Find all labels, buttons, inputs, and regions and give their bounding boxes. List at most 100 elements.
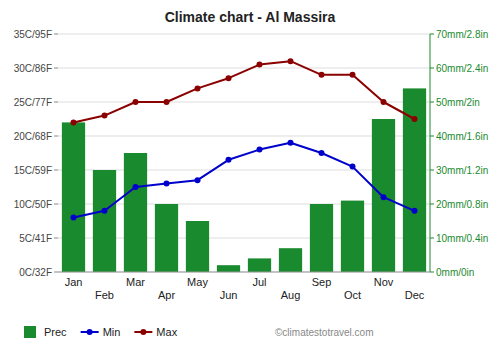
grid-line bbox=[58, 34, 430, 35]
y-tick-label: 30C/86F bbox=[14, 63, 52, 74]
background bbox=[0, 0, 500, 350]
marks bbox=[62, 58, 426, 272]
marker bbox=[350, 164, 356, 170]
y2-tick-label: 0mm/0in bbox=[436, 267, 474, 278]
y-tick bbox=[54, 272, 58, 273]
marker bbox=[133, 184, 139, 190]
marker bbox=[195, 177, 201, 183]
y2-tick-label: 40mm/1.6in bbox=[436, 131, 488, 142]
x-tick-label: Oct bbox=[344, 289, 361, 301]
marker bbox=[319, 150, 325, 156]
bar bbox=[93, 170, 116, 272]
y2-tick bbox=[430, 204, 434, 205]
bar bbox=[186, 221, 209, 272]
y-tick bbox=[54, 238, 58, 239]
y-tick bbox=[54, 34, 58, 35]
marker bbox=[412, 116, 418, 122]
bar bbox=[310, 204, 333, 272]
y-tick-label: 20C/68F bbox=[14, 131, 52, 142]
marker bbox=[133, 99, 139, 105]
x-tick-label: Aug bbox=[281, 289, 301, 301]
line bbox=[74, 61, 415, 122]
y2-axis: 0mm/0in 10mm/0.4in 20mm/0.8in 30mm/1.2in 40m… bbox=[430, 29, 488, 278]
y-tick-label: 35C/95F bbox=[14, 29, 52, 40]
legend-swatch bbox=[24, 326, 36, 338]
y2-tick bbox=[430, 34, 434, 35]
x-tick-label: Sep bbox=[312, 276, 332, 288]
y2-tick bbox=[430, 102, 434, 103]
marker bbox=[288, 58, 294, 64]
marker bbox=[71, 119, 77, 125]
grid-line bbox=[58, 68, 430, 69]
marker bbox=[257, 62, 263, 68]
grid-line bbox=[58, 102, 430, 103]
y2-tick-label: 50mm/2in bbox=[436, 97, 480, 108]
y2-tick-label: 60mm/2.4in bbox=[436, 63, 488, 74]
marker bbox=[381, 194, 387, 200]
marker bbox=[102, 208, 108, 214]
bar bbox=[62, 122, 85, 272]
y-tick bbox=[54, 68, 58, 69]
bar bbox=[372, 119, 395, 272]
x-tick-label: Apr bbox=[158, 289, 175, 301]
y2-tick-label: 10mm/0.4in bbox=[436, 233, 488, 244]
title: Climate chart - Al Massira bbox=[165, 9, 336, 25]
y-tick bbox=[54, 136, 58, 137]
chart: Climate chart - Al Massira 0C/32F 5C/41F 10… bbox=[0, 0, 500, 350]
marker bbox=[319, 72, 325, 78]
y-tick bbox=[54, 170, 58, 171]
legend-label: Prec bbox=[44, 326, 67, 338]
y2-tick-label: 30mm/1.2in bbox=[436, 165, 488, 176]
y-tick bbox=[54, 102, 58, 103]
annotation: ©climatestotravel.com bbox=[275, 327, 374, 338]
bar bbox=[217, 265, 240, 272]
x-tick-label: May bbox=[187, 276, 208, 288]
x-axis-line bbox=[58, 272, 430, 273]
marker bbox=[257, 147, 263, 153]
marker bbox=[381, 99, 387, 105]
marker bbox=[226, 157, 232, 163]
bar bbox=[341, 201, 364, 272]
y2-tick bbox=[430, 272, 434, 273]
y2-tick bbox=[430, 68, 434, 69]
legend-label: Max bbox=[156, 326, 177, 338]
bar bbox=[124, 153, 147, 272]
marker bbox=[412, 208, 418, 214]
x-tick-label: Jul bbox=[252, 276, 266, 288]
marker bbox=[195, 85, 201, 91]
y-tick-label: 10C/50F bbox=[14, 199, 52, 210]
bar bbox=[279, 248, 302, 272]
bar bbox=[248, 258, 271, 272]
marker bbox=[164, 181, 170, 187]
y-tick-label: 0C/32F bbox=[19, 267, 52, 278]
x-axis: Jan Feb Mar Apr May Jun Jul Aug Sep Oct Nov Dec bbox=[65, 276, 425, 301]
y-tick bbox=[54, 204, 58, 205]
y2-tick bbox=[430, 238, 434, 239]
y2-tick bbox=[430, 170, 434, 171]
marker bbox=[102, 113, 108, 119]
x-tick-label: Mar bbox=[126, 276, 145, 288]
legend-label: Min bbox=[103, 326, 121, 338]
legend-marker bbox=[87, 329, 93, 335]
x-tick-label: Dec bbox=[405, 289, 425, 301]
x-tick-label: Jun bbox=[220, 289, 238, 301]
y2-tick-label: 20mm/0.8in bbox=[436, 199, 488, 210]
marker bbox=[164, 99, 170, 105]
x-tick-label: Feb bbox=[95, 289, 114, 301]
marker bbox=[288, 140, 294, 146]
x-tick-label: Nov bbox=[374, 276, 394, 288]
grid bbox=[58, 34, 430, 272]
bar bbox=[155, 204, 178, 272]
y-tick-label: 25C/77F bbox=[14, 97, 52, 108]
x-tick-label: Jan bbox=[65, 276, 83, 288]
y2-tick-label: 70mm/2.8in bbox=[436, 29, 488, 40]
marker bbox=[71, 215, 77, 221]
y2-tick bbox=[430, 136, 434, 137]
legend-marker bbox=[140, 329, 146, 335]
legend: Prec Min Max bbox=[24, 326, 178, 338]
y-tick-label: 5C/41F bbox=[19, 233, 52, 244]
y2-axis-line bbox=[430, 34, 431, 272]
marker bbox=[350, 72, 356, 78]
bar bbox=[403, 88, 426, 272]
y-axis: 0C/32F5C/41F10C/50F15C/59F20C/68F25C/77F… bbox=[14, 29, 58, 278]
